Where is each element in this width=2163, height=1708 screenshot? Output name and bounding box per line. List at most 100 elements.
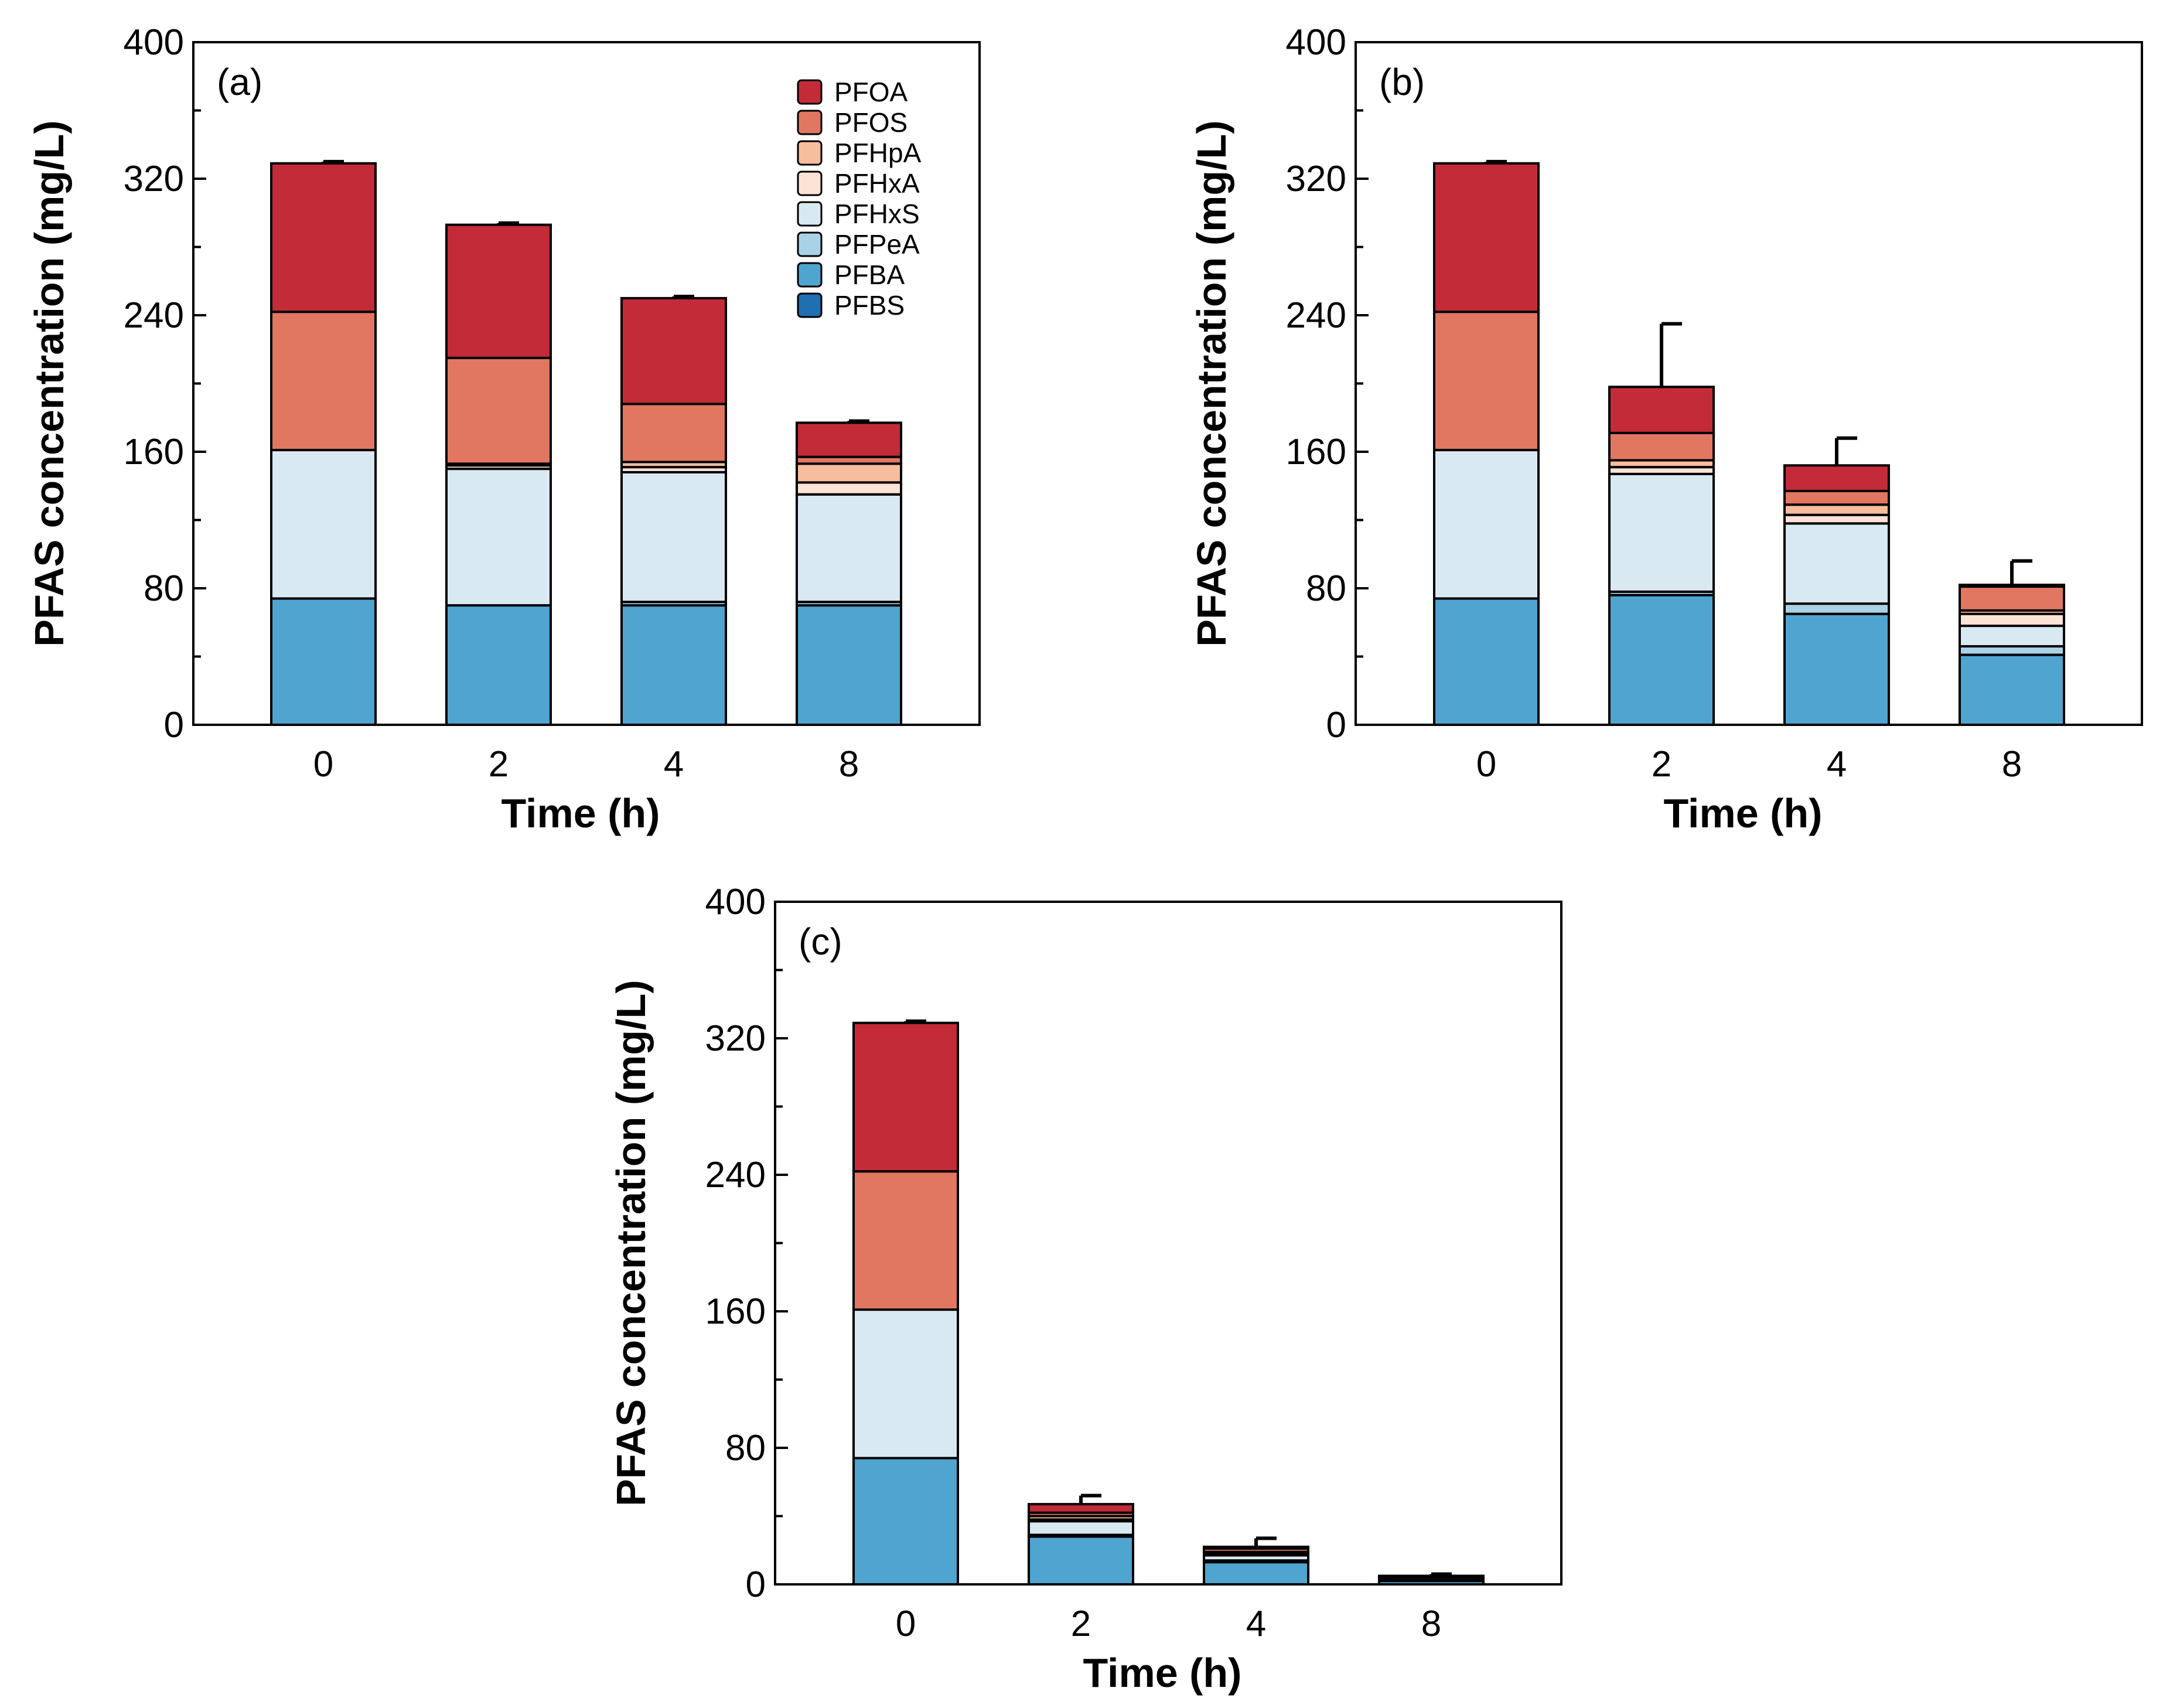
bar-segment-pfos xyxy=(270,311,377,452)
y-tick-label: 80 xyxy=(725,1428,766,1468)
x-tick-label: 4 xyxy=(1246,1604,1266,1644)
bar-segment-pfba xyxy=(1959,653,2065,727)
bar-segment-pfba xyxy=(1028,1535,1134,1586)
bar-segment-pfpea xyxy=(1783,602,1890,615)
bar-segment-pfhxa xyxy=(796,481,902,496)
legend-swatch-pfba xyxy=(797,262,823,288)
bar-segment-pfba xyxy=(796,604,902,726)
bar-segment-pfhxs xyxy=(1959,625,2065,648)
bar-segment-pfhxs xyxy=(1433,449,1540,600)
x-axis-title: Time (h) xyxy=(501,790,660,836)
legend-swatch-pfhxs xyxy=(797,201,823,227)
legend-swatch-pfos xyxy=(797,110,823,135)
bar-segment-pfos xyxy=(620,403,727,463)
bar-segment-pfos xyxy=(1433,311,1540,452)
legend-entry-label: PFHxA xyxy=(834,168,920,199)
legend-entry-label: PFOA xyxy=(834,77,908,107)
bar-segment-pfoa xyxy=(1028,1503,1134,1514)
bar-segment-pfba xyxy=(445,604,552,726)
panel-label: (b) xyxy=(1379,61,1425,103)
bar-segment-pfhxs xyxy=(620,471,727,604)
chart-panel-b: 0 80 160 240 320 400 0 2 4 8 Time (h) PFAS concentr… xyxy=(1189,22,2143,836)
y-tick-label: 160 xyxy=(124,432,184,472)
bar-segment-pfoa xyxy=(1433,162,1540,313)
x-axis-title: Time (h) xyxy=(1664,790,1823,836)
y-tick-label: 0 xyxy=(1326,705,1346,745)
x-tick-label: 2 xyxy=(1071,1604,1091,1644)
y-tick-label: 80 xyxy=(1306,568,1346,609)
y-tick-label: 320 xyxy=(1286,159,1346,199)
bar-segment-pfpea xyxy=(1959,645,2065,656)
x-tick-label: 0 xyxy=(896,1604,916,1644)
bar-segment-pfhxa xyxy=(1959,612,2065,628)
y-tick-label: 80 xyxy=(144,568,184,609)
bar-segment-pfoa xyxy=(445,223,552,359)
bar-segment-pfhxs xyxy=(445,468,552,607)
y-tick-label: 400 xyxy=(705,882,766,922)
bar-segment-pfba xyxy=(1203,1561,1309,1586)
y-tick-label: 160 xyxy=(1286,432,1346,472)
bar-segment-pfhxs xyxy=(270,449,377,600)
x-tick-label: 8 xyxy=(839,744,859,785)
bar-segment-pfba xyxy=(620,604,727,726)
panel-label: (c) xyxy=(799,921,842,963)
bar-segment-pfba xyxy=(1783,612,1890,726)
x-tick-label: 2 xyxy=(1652,744,1671,785)
chart-panel-a: 0 80 160 240 320 400 0 2 4 8 Time (h) PFAS concentr… xyxy=(26,22,981,836)
bar-segment-pfos xyxy=(1608,431,1715,462)
chart-panel-c: 0 80 160 240 320 400 0 2 4 8 Time (h) PFAS concentr… xyxy=(608,882,1562,1696)
legend-swatch-pfhxa xyxy=(797,171,823,196)
legend-swatch-pfpea xyxy=(797,231,823,257)
y-tick-label: 320 xyxy=(705,1018,766,1059)
x-tick-label: 8 xyxy=(1421,1604,1441,1644)
x-tick-label: 8 xyxy=(2002,744,2022,785)
bar-segment-pfoa xyxy=(1783,464,1890,492)
y-tick-label: 160 xyxy=(705,1291,766,1332)
y-tick-label: 0 xyxy=(164,705,184,745)
y-tick-label: 320 xyxy=(124,159,184,199)
bar-segment-pfoa xyxy=(1959,584,2065,588)
legend-entry-label: PFOS xyxy=(834,107,907,138)
bar-segment-pfba xyxy=(852,1457,959,1586)
bar-segment-pfhxa xyxy=(1783,513,1890,525)
bar-segment-pfos xyxy=(852,1170,959,1311)
x-tick-label: 0 xyxy=(1476,744,1496,785)
bar-segment-pfba xyxy=(1608,594,1715,727)
x-tick-label: 0 xyxy=(313,744,333,785)
legend-entry-label: PFPeA xyxy=(834,229,920,260)
bar-segment-pfhxs xyxy=(852,1308,959,1460)
x-tick-label: 4 xyxy=(1827,744,1847,785)
y-tick-label: 400 xyxy=(124,22,184,63)
legend-entry-label: PFHxS xyxy=(834,199,920,229)
bar-segment-pfoa xyxy=(270,162,377,313)
y-axis-title: PFAS concentration (mg/L) xyxy=(608,980,654,1506)
bar-segment-pfba xyxy=(270,597,377,726)
legend-swatch-pfhpa xyxy=(797,140,823,166)
bar-segment-pfhpa xyxy=(1783,503,1890,516)
legend-entry-label: PFHpA xyxy=(834,138,922,168)
bar-segment-pfoa xyxy=(796,421,902,458)
bar-segment-pfoa xyxy=(852,1021,959,1173)
panel-label: (a) xyxy=(217,61,262,103)
bar-segment-pfoa xyxy=(620,296,727,405)
y-tick-label: 0 xyxy=(746,1564,766,1605)
y-tick-label: 400 xyxy=(1286,22,1346,63)
bar-segment-pfoa xyxy=(1608,386,1715,434)
bar-segment-pfhxs xyxy=(1783,522,1890,605)
bar-segment-pfos xyxy=(1783,489,1890,506)
bar-segment-pfhpa xyxy=(796,462,902,484)
y-tick-label: 240 xyxy=(705,1155,766,1195)
bar-segment-pfhxs xyxy=(1028,1520,1134,1536)
legend-swatch-pfoa xyxy=(797,79,823,105)
bar-segment-pfos xyxy=(445,356,552,465)
bar-segment-pfoa xyxy=(1203,1545,1309,1550)
legend-swatch-pfbs xyxy=(797,292,823,318)
y-tick-label: 240 xyxy=(124,295,184,336)
bar-segment-pfhxs xyxy=(1608,472,1715,593)
x-tick-label: 2 xyxy=(489,744,509,785)
y-tick-label: 240 xyxy=(1286,295,1346,336)
bar-segment-pfhxs xyxy=(796,493,902,604)
legend-entry-label: PFBA xyxy=(834,260,905,290)
